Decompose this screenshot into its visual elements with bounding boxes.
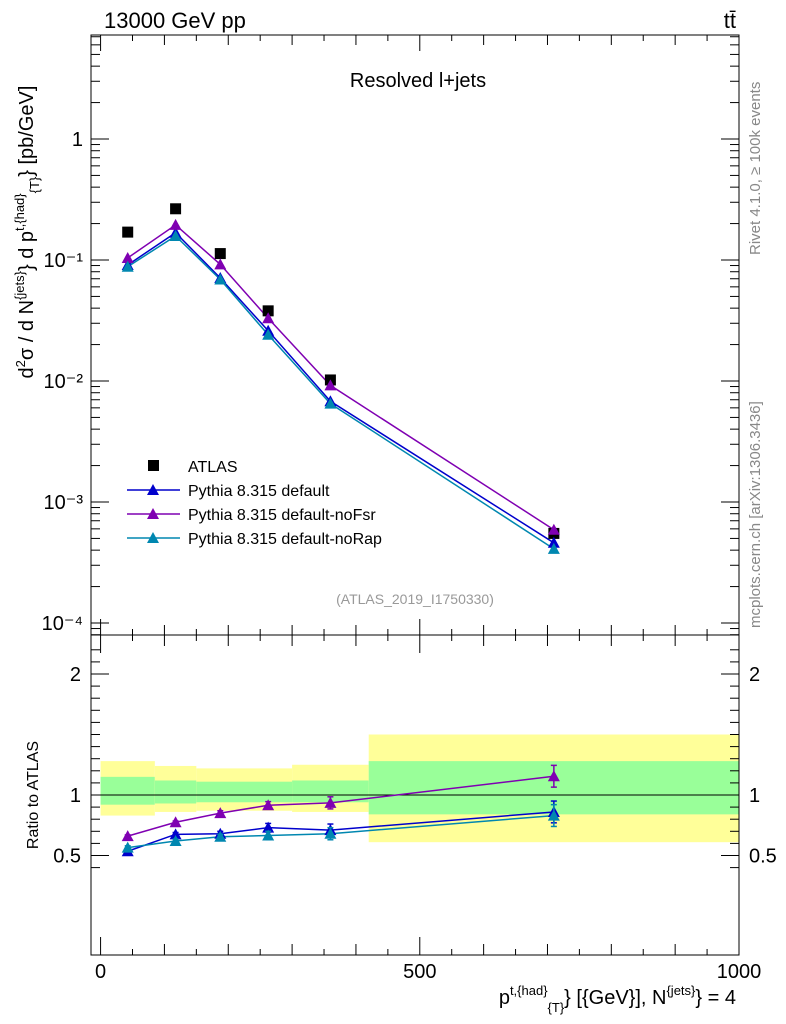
legend-label: ATLAS	[188, 459, 238, 476]
x-axis-label: pt,{had}{T}} [{GeV}], N{jets}} = 4	[499, 983, 736, 1015]
ratio-y-tick-label-left: 2	[70, 664, 81, 686]
main-y-axis-label: d2σ / d N{jets}} d pt,{had}{T}} [pb/GeV]	[12, 86, 42, 379]
rivet-label: Rivet 4.1.0, ≥ 100k events	[747, 82, 764, 255]
process-label: tt̄	[724, 8, 736, 33]
main-x-ticks	[100, 35, 740, 635]
ratio-y-tick-label-left: 0.5	[53, 846, 81, 868]
main-plot-panel: 1 10⁻¹ 10⁻² 10⁻³ 10⁻⁴ Resolved l+jets (ATLAS…	[42, 34, 740, 636]
ratio-point	[547, 770, 560, 782]
ratio-point	[169, 834, 182, 846]
atlas-data-point	[214, 248, 226, 260]
ratio-band-inner	[292, 780, 369, 803]
main-mc-point	[547, 542, 560, 554]
main-y-tick-label: 1	[72, 129, 83, 151]
x-tick-label: 500	[403, 961, 436, 983]
ratio-point	[547, 809, 560, 821]
legend-label: Pythia 8.315 default-noRap	[188, 531, 382, 548]
ratio-series-line	[127, 814, 554, 849]
main-mc-point	[262, 328, 275, 340]
main-mc-point	[547, 523, 560, 535]
main-mc-point	[547, 536, 560, 548]
main-mc-point	[169, 229, 182, 241]
ratio-point	[324, 827, 337, 839]
ratio-y-axis-label: Ratio to ATLAS	[25, 741, 42, 849]
ratio-series-line	[127, 811, 554, 852]
mcplots-label: mcplots.cern.ch [arXiv:1306.3436]	[747, 401, 764, 628]
main-mc-point	[324, 379, 337, 391]
atlas-data-point	[170, 203, 182, 215]
main-series-line	[127, 231, 555, 544]
ratio-plot-panel: 2 2 1 1 0.5 0.5 0 500 1000	[53, 634, 777, 983]
main-y-tick-label: 10⁻²	[44, 371, 84, 393]
main-y-tick-label: 10⁻⁴	[42, 613, 83, 635]
main-series-line	[127, 223, 555, 531]
ratio-y-tick-label-left: 1	[70, 785, 81, 807]
ratio-point	[169, 828, 182, 840]
legend-label: Pythia 8.315 default-noFsr	[188, 507, 376, 524]
ratio-point	[262, 799, 275, 811]
main-mc-point	[169, 218, 182, 230]
legend-marker	[147, 484, 159, 495]
ratio-point	[214, 830, 227, 842]
ratio-point	[121, 841, 134, 853]
ratio-point	[214, 807, 227, 819]
main-title: Resolved l+jets	[350, 70, 486, 92]
main-mc-point	[121, 260, 134, 272]
ratio-y-tick-label-right: 1	[749, 785, 760, 807]
ratio-band-inner	[100, 776, 155, 805]
x-tick-label: 0	[95, 961, 106, 983]
ratio-y-tick-label-right: 2	[749, 664, 760, 686]
main-mc-point	[214, 273, 227, 285]
main-series-line	[127, 235, 555, 550]
legend-label: Pythia 8.315 default	[188, 483, 330, 500]
energy-label: 13000 GeV pp	[104, 8, 246, 33]
ratio-band-inner	[196, 781, 293, 803]
ratio-point	[169, 816, 182, 828]
watermark: (ATLAS_2019_I1750330)	[336, 591, 494, 607]
x-tick-label: 1000	[717, 961, 762, 983]
ratio-band-inner	[154, 780, 197, 804]
main-mc-point	[121, 251, 134, 263]
main-mc-point	[214, 258, 227, 270]
ratio-point	[121, 830, 134, 842]
atlas-data-point	[122, 226, 134, 238]
ratio-y-tick-label-right: 0.5	[749, 846, 777, 868]
atlas-data-point	[262, 305, 274, 317]
ratio-point	[262, 829, 275, 841]
legend-marker-atlas	[148, 460, 159, 471]
legend-marker	[147, 508, 159, 519]
ratio-point	[324, 796, 337, 808]
ratio-point	[262, 821, 275, 833]
main-mc-point	[324, 397, 337, 409]
ratio-series-line	[127, 775, 554, 837]
legend: ATLAS Pythia 8.315 default Pythia 8.315 de…	[127, 459, 382, 548]
main-y-tick-label: 10⁻³	[44, 492, 84, 514]
main-y-ticks: 1 10⁻¹ 10⁻² 10⁻³ 10⁻⁴	[42, 36, 739, 636]
main-y-tick-label: 10⁻¹	[44, 250, 84, 272]
main-mc-point	[262, 312, 275, 324]
legend-marker	[147, 532, 159, 543]
